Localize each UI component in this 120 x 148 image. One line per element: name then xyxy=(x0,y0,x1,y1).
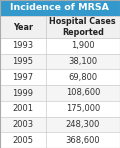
Bar xyxy=(0,16,120,38)
Bar xyxy=(0,69,120,85)
Text: 69,800: 69,800 xyxy=(68,73,97,82)
Text: 175,000: 175,000 xyxy=(66,104,100,113)
Text: Hospital Cases
Reported: Hospital Cases Reported xyxy=(49,17,116,37)
Text: 38,100: 38,100 xyxy=(68,57,97,66)
Bar xyxy=(0,0,120,16)
Bar xyxy=(0,85,120,101)
Bar xyxy=(0,38,120,54)
Text: 2005: 2005 xyxy=(12,136,33,145)
Bar xyxy=(0,101,120,117)
Bar xyxy=(0,54,120,69)
Text: 2001: 2001 xyxy=(12,104,33,113)
Text: 1997: 1997 xyxy=(12,73,33,82)
Bar xyxy=(0,132,120,148)
Text: 1993: 1993 xyxy=(12,41,33,50)
Text: 2003: 2003 xyxy=(12,120,33,129)
Text: Year: Year xyxy=(13,22,33,32)
Text: 248,300: 248,300 xyxy=(66,120,100,129)
Text: 1995: 1995 xyxy=(12,57,33,66)
Bar xyxy=(0,117,120,132)
Text: Incidence of MRSA: Incidence of MRSA xyxy=(11,4,109,12)
Text: 1,900: 1,900 xyxy=(71,41,95,50)
Text: 368,600: 368,600 xyxy=(66,136,100,145)
Text: 108,600: 108,600 xyxy=(66,89,100,98)
Text: 1999: 1999 xyxy=(12,89,33,98)
